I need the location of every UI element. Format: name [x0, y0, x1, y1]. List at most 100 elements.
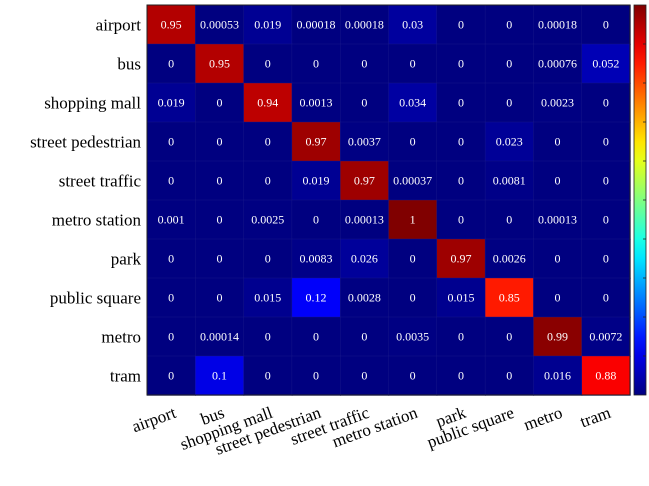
heatmap-cell	[533, 316, 583, 357]
cell-value-label: 0	[313, 330, 319, 344]
heatmap-cell	[388, 43, 438, 84]
heatmap-cell	[195, 277, 245, 318]
heatmap-cell	[581, 355, 631, 396]
heatmap-cell	[146, 199, 196, 240]
cell-value-label: 0	[458, 174, 464, 188]
heatmap-cell	[195, 238, 245, 279]
heatmap-cell	[436, 238, 486, 279]
heatmap-cell	[291, 4, 341, 45]
cell-value-label: 0	[603, 96, 609, 110]
cell-value-label: 0.97	[354, 174, 375, 188]
row-labels: airport bus shopping mall street pedestrian…	[30, 16, 141, 386]
cell-value-label: 0.0083	[300, 252, 333, 266]
cell-value-label: 0.019	[254, 18, 281, 32]
column-label: tram	[577, 403, 613, 432]
cell-value-label: 0	[458, 369, 464, 383]
cell-value-label: 0	[603, 18, 609, 32]
heatmap-cell	[484, 82, 535, 123]
heatmap-cell	[291, 238, 341, 279]
cell-value-label: 0	[216, 96, 222, 110]
cell-value-label: 0.023	[496, 135, 523, 149]
cell-value-label: 0	[458, 18, 464, 32]
heatmap-cell	[533, 238, 583, 279]
cell-value-label: 0	[506, 369, 512, 383]
cell-value-label: 0.0025	[251, 213, 284, 227]
heatmap-cell	[436, 82, 486, 123]
heatmap-cell	[146, 316, 196, 357]
cell-value-label: 0.1	[212, 369, 227, 383]
cell-value-label: 0.001	[158, 213, 185, 227]
heatmap-cell	[436, 43, 486, 84]
heatmap-cell	[340, 4, 390, 45]
cell-value-label: 0	[506, 18, 512, 32]
cell-value-label: 0	[458, 330, 464, 344]
heatmap-cell	[243, 43, 293, 84]
cell-value-label: 0.016	[544, 369, 571, 383]
cell-value-label: 0	[603, 174, 609, 188]
heatmap-cell	[195, 43, 245, 84]
row-label: tram	[110, 367, 141, 386]
row-label: metro station	[52, 211, 142, 230]
cell-value-label: 0	[216, 135, 222, 149]
heatmap-cell	[340, 277, 390, 318]
row-label: street pedestrian	[30, 133, 141, 152]
heatmap-cell	[388, 316, 438, 357]
cell-value-label: 0	[265, 369, 271, 383]
cell-value-label: 0.12	[306, 291, 327, 305]
heatmap-cell	[243, 160, 293, 201]
heatmap-cell	[388, 238, 438, 279]
column-label: metro	[521, 403, 565, 434]
heatmap-cell	[291, 277, 341, 318]
heatmap-cell	[291, 355, 341, 396]
cell-value-label: 0	[168, 135, 174, 149]
cell-value-label: 0.0035	[396, 330, 429, 344]
cell-value-label: 0.99	[547, 330, 568, 344]
heatmap-cell	[436, 121, 486, 162]
cell-value-label: 0.052	[592, 57, 619, 71]
cell-value-label: 0.88	[595, 369, 616, 383]
cell-value-label: 0	[603, 213, 609, 227]
heatmap-cell	[243, 82, 293, 123]
heatmap-cell	[484, 277, 535, 318]
cell-value-label: 0.95	[209, 57, 230, 71]
heatmap-cell	[533, 121, 583, 162]
heatmap-cell	[581, 4, 631, 45]
cell-value-label: 0	[603, 252, 609, 266]
cell-value-label: 0	[168, 174, 174, 188]
heatmap-cell	[146, 4, 196, 45]
heatmap-cell	[291, 199, 341, 240]
cell-value-label: 0.00076	[538, 57, 577, 71]
row-label: public square	[50, 289, 141, 308]
cell-value-label: 0	[506, 213, 512, 227]
row-label: bus	[117, 55, 141, 74]
heatmap-cell	[146, 82, 196, 123]
heatmap-cell	[388, 160, 438, 201]
cell-value-label: 0	[506, 96, 512, 110]
cell-value-label: 0.015	[447, 291, 474, 305]
heatmap-cell	[340, 43, 390, 84]
cell-value-label: 0.00013	[538, 213, 577, 227]
heatmap-cell	[484, 4, 535, 45]
cell-value-label: 1	[410, 213, 416, 227]
cell-value-label: 0.00014	[200, 330, 239, 344]
heatmap-cell	[436, 199, 486, 240]
cell-value-label: 0	[410, 135, 416, 149]
cell-value-label: 0	[265, 330, 271, 344]
heatmap-cell	[533, 82, 583, 123]
heatmap-cell	[388, 121, 438, 162]
cell-value-label: 0	[555, 135, 561, 149]
row-label: park	[111, 250, 142, 269]
heatmap-cell	[146, 355, 196, 396]
heatmap-cell	[533, 43, 583, 84]
heatmap-cell	[340, 82, 390, 123]
row-label: street traffic	[59, 172, 142, 191]
cell-value-label: 0	[313, 369, 319, 383]
cell-value-label: 0	[555, 252, 561, 266]
cell-values: 0.95 0.00053 0.019 0.00018 0.00018 0.03 0 0 0.00…	[158, 18, 623, 383]
cell-value-label: 0	[361, 96, 367, 110]
heatmap-cell	[340, 199, 390, 240]
heatmap-cell	[484, 238, 535, 279]
heatmap-cell	[291, 43, 341, 84]
heatmap-cell	[340, 121, 390, 162]
cell-value-label: 0	[168, 252, 174, 266]
